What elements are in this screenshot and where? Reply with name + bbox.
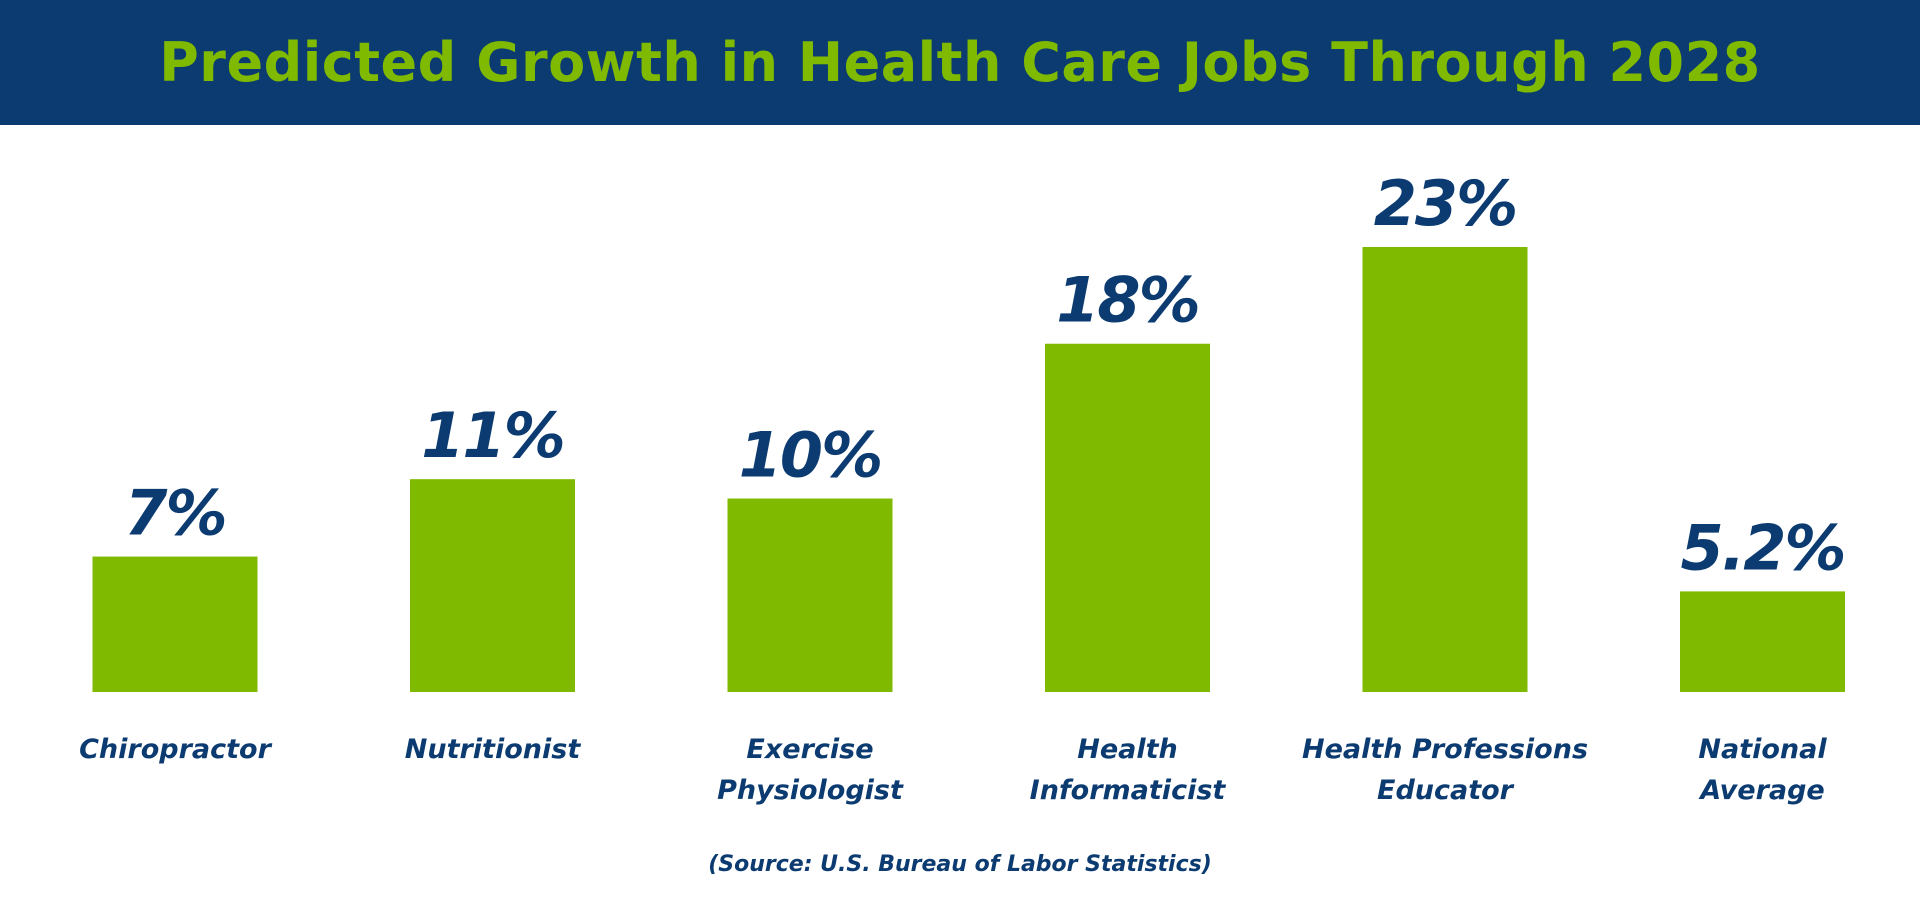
bar-group-exercise-physiologist: 10% Exercise Physiologist [717, 419, 904, 806]
category-label-line: Educator [1377, 775, 1515, 806]
category-label-health-informaticist: Health Informaticist [1030, 734, 1227, 806]
bar-exercise-physiologist [727, 498, 893, 692]
category-label-line: Health Professions [1302, 734, 1588, 765]
category-label-health-professions-educator: Health Professions Educator [1302, 734, 1588, 806]
bar-group-chiropractor: 7% Chiropractor [79, 477, 272, 765]
category-label-line: Chiropractor [79, 734, 272, 765]
data-label-chiropractor: 7% [124, 477, 225, 550]
data-label-health-professions-educator: 23% [1374, 167, 1516, 240]
page-title: Predicted Growth in Health Care Jobs Thr… [159, 31, 1761, 94]
data-label-national-average: 5.2% [1681, 511, 1845, 584]
category-label-national-average: National Average [1698, 734, 1827, 806]
category-label-line: National [1698, 734, 1827, 765]
bar-national-average [1680, 591, 1845, 692]
category-label-line: Health [1077, 734, 1178, 765]
bar-group-national-average: 5.2% National Average [1680, 511, 1846, 806]
source-note: (Source: U.S. Bureau of Labor Statistics… [708, 852, 1212, 877]
category-label-line: Physiologist [717, 775, 904, 806]
bar-group-nutritionist: 11% Nutritionist [405, 399, 582, 765]
category-label-line: Informaticist [1030, 775, 1227, 806]
data-label-nutritionist: 11% [421, 399, 563, 472]
bar-group-health-informaticist: 18% Health Informaticist [1030, 264, 1227, 806]
bar-chart: 7% Chiropractor 11% Nutritionist 10% Exercise… [79, 167, 1846, 806]
category-label-line: Average [1698, 775, 1825, 806]
bar-health-professions-educator [1362, 247, 1528, 692]
bar-nutritionist [410, 479, 575, 692]
data-label-health-informaticist: 18% [1056, 264, 1198, 337]
category-label-exercise-physiologist: Exercise Physiologist [717, 734, 904, 806]
category-label-chiropractor: Chiropractor [79, 734, 272, 765]
bar-group-health-professions-educator: 23% Health Professions Educator [1302, 167, 1588, 806]
category-label-nutritionist: Nutritionist [405, 734, 582, 765]
title-banner: Predicted Growth in Health Care Jobs Thr… [0, 0, 1920, 125]
bar-chiropractor [92, 556, 258, 692]
category-label-line: Nutritionist [405, 734, 582, 765]
bar-health-informaticist [1045, 343, 1210, 692]
data-label-exercise-physiologist: 10% [739, 419, 881, 492]
category-label-line: Exercise [746, 734, 873, 765]
